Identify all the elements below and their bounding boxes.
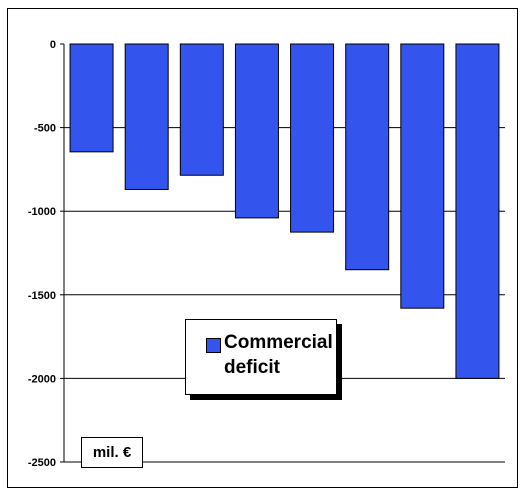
legend: Commercial deficit: [185, 319, 337, 395]
legend-label: Commercial deficit: [224, 332, 333, 378]
bars: [69, 43, 500, 379]
bar: [124, 43, 169, 190]
y-tick-label: -500: [34, 123, 56, 135]
y-axis: [60, 43, 65, 463]
bar: [69, 43, 114, 153]
bar: [400, 43, 445, 309]
y-tick-label: 0: [50, 39, 56, 51]
bar: [290, 43, 335, 233]
bar: [455, 43, 500, 379]
y-tick-label: -1500: [28, 290, 56, 302]
y-tick-label: -2000: [28, 373, 56, 385]
bar: [234, 43, 279, 219]
y-tick-label: -2500: [28, 457, 56, 469]
legend-swatch: [206, 338, 221, 353]
bar: [345, 43, 390, 271]
unit-label: mil. €: [81, 437, 143, 468]
bar: [179, 43, 224, 176]
y-tick-labels: 0 -500 -1000 -1500 -2000 -2500: [28, 39, 56, 469]
y-tick-label: -1000: [28, 206, 56, 218]
